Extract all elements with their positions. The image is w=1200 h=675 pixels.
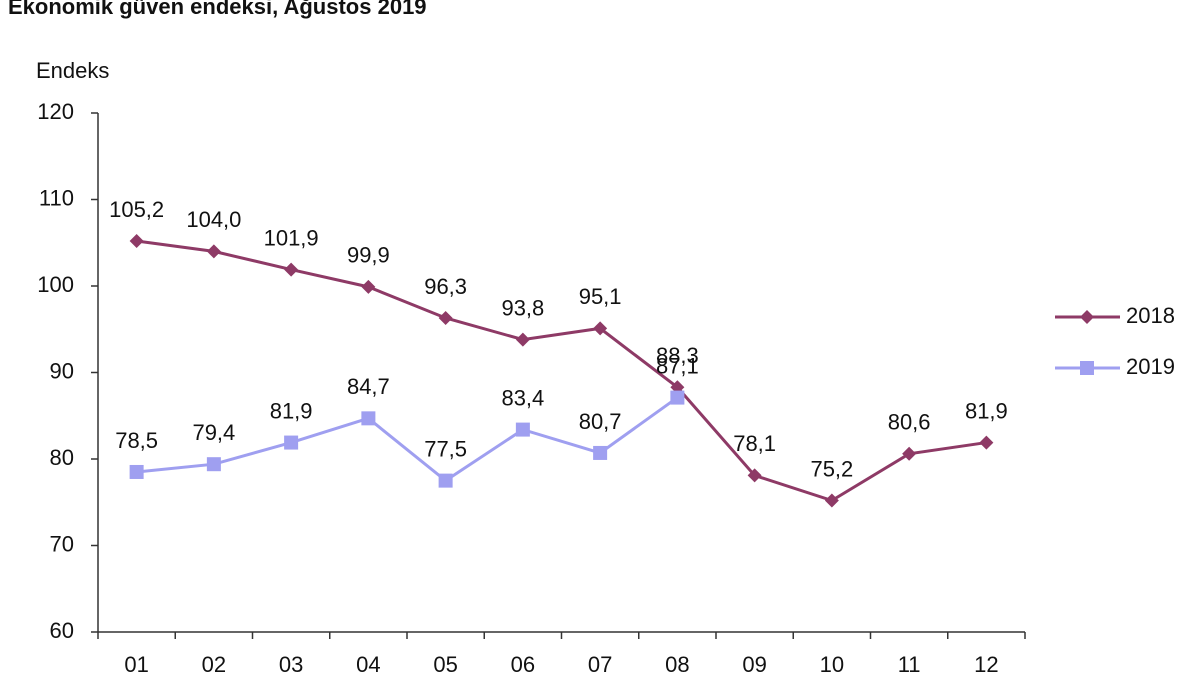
data-label: 96,3 (424, 274, 467, 299)
point (902, 446, 917, 461)
point (438, 473, 453, 488)
y-tick-label: 110 (39, 185, 74, 210)
point (979, 435, 994, 450)
point (593, 445, 608, 460)
data-label: 77,5 (424, 436, 467, 461)
x-tick-label: 05 (433, 652, 457, 675)
y-axis-label: Endeks (36, 58, 109, 83)
data-label: 79,4 (192, 420, 235, 445)
data-label: 84,7 (347, 374, 390, 399)
data-label: 83,4 (501, 385, 544, 410)
point (361, 411, 376, 426)
x-tick-label: 03 (279, 652, 303, 675)
x-tick-label: 07 (588, 652, 612, 675)
point (361, 279, 376, 294)
data-label: 101,9 (264, 225, 319, 250)
point (593, 321, 608, 336)
x-tick-label: 09 (742, 652, 766, 675)
data-label: 104,0 (186, 207, 241, 232)
data-label: 75,2 (810, 456, 853, 481)
point (206, 457, 221, 472)
y-tick-label: 60 (50, 618, 74, 643)
y-tick-label: 90 (50, 358, 74, 383)
legend-marker (1080, 310, 1094, 324)
legend-label: 2019 (1126, 354, 1175, 379)
x-tick-label: 04 (356, 652, 380, 675)
point (515, 332, 530, 347)
data-label: 105,2 (109, 197, 164, 222)
point (747, 468, 762, 483)
point (515, 422, 530, 437)
data-label: 95,1 (579, 284, 622, 309)
y-tick-label: 120 (37, 99, 74, 124)
y-tick-label: 80 (50, 445, 74, 470)
data-label: 87,1 (656, 353, 699, 378)
data-label: 78,5 (115, 428, 158, 453)
legend-marker (1080, 361, 1094, 375)
point (670, 390, 685, 405)
x-tick-label: 01 (124, 652, 148, 675)
x-tick-label: 08 (665, 652, 689, 675)
x-tick-label: 11 (898, 652, 921, 675)
legend-label: 2018 (1126, 303, 1175, 328)
x-tick-label: 10 (820, 652, 844, 675)
data-label: 80,7 (579, 409, 622, 434)
data-label: 81,9 (965, 398, 1008, 423)
data-label: 99,9 (347, 243, 390, 268)
series-line (136, 239, 987, 503)
chart-title: Ekonomik güven endeksi, Ağustos 2019 (8, 0, 427, 19)
point (824, 493, 839, 508)
x-tick-label: 12 (974, 652, 998, 675)
data-label: 81,9 (270, 398, 313, 423)
y-tick-label: 70 (50, 531, 74, 556)
point (206, 244, 221, 259)
y-tick-label: 100 (37, 272, 74, 297)
data-label: 80,6 (888, 410, 931, 435)
series-line (136, 396, 679, 483)
point (284, 435, 299, 450)
point (438, 311, 453, 326)
point (284, 262, 299, 277)
x-tick-label: 02 (202, 652, 226, 675)
data-label: 78,1 (733, 431, 776, 456)
point (129, 464, 144, 479)
data-label: 93,8 (501, 295, 544, 320)
data-label: 88,3 (656, 343, 699, 368)
point (129, 234, 144, 249)
x-tick-label: 06 (511, 652, 535, 675)
